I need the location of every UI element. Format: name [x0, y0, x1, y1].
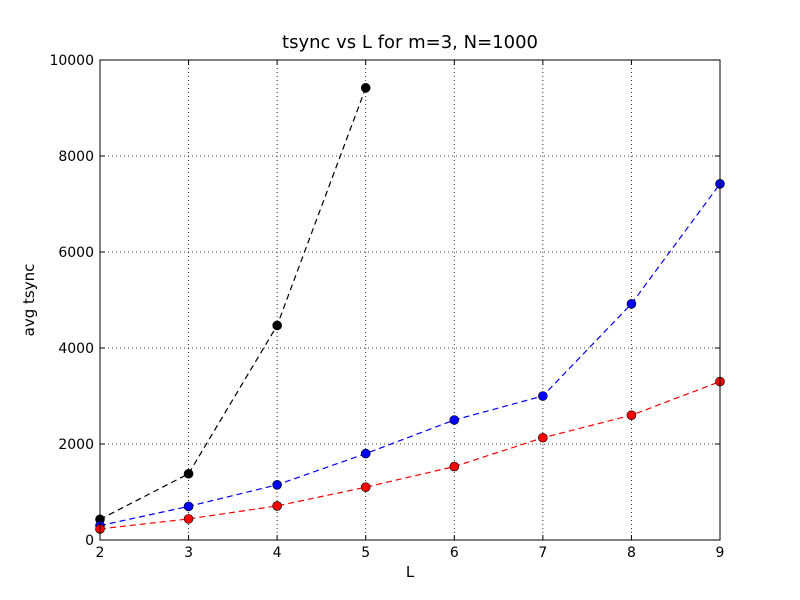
- y-tick-label: 2000: [58, 437, 94, 453]
- data-point: [360, 482, 371, 493]
- x-tick-label: 3: [184, 545, 193, 561]
- data-point: [360, 448, 371, 459]
- series-layer: [95, 83, 725, 534]
- x-tick-label: 7: [538, 545, 547, 561]
- data-point: [183, 501, 194, 512]
- x-tick-label: 8: [627, 545, 636, 561]
- x-tick-label: 4: [273, 545, 282, 561]
- data-point: [626, 410, 637, 421]
- y-tick-label: 8000: [58, 149, 94, 165]
- y-tick-label: 10000: [49, 53, 94, 69]
- chart-title: tsync vs L for m=3, N=1000: [282, 32, 538, 53]
- x-axis-label: L: [406, 563, 415, 581]
- data-point: [538, 391, 548, 401]
- data-point: [626, 299, 637, 309]
- data-point: [449, 461, 460, 472]
- y-tick-label: 6000: [58, 245, 94, 261]
- data-point: [183, 468, 194, 479]
- x-tick-label: 2: [96, 545, 105, 561]
- series-1: [95, 83, 371, 525]
- data-point: [538, 432, 548, 443]
- x-tick-label: 6: [450, 545, 459, 561]
- x-tick-label: 5: [361, 545, 370, 561]
- plot-frame: [99, 59, 721, 541]
- data-point: [183, 514, 194, 524]
- y-tick-label: 4000: [58, 341, 94, 357]
- x-tick-label: 9: [716, 545, 725, 561]
- data-point: [272, 320, 282, 331]
- series-line: [99, 87, 367, 520]
- axis-ticks: 2 3 4 5 6 7 8 9 0 2000 4000 6000 8000 10000: [49, 53, 724, 561]
- y-tick-label: 0: [85, 533, 94, 549]
- data-point: [272, 479, 282, 490]
- y-axis-label: avg tsync: [20, 264, 38, 337]
- data-point: [360, 83, 371, 93]
- grid: [99, 59, 721, 541]
- data-point: [272, 501, 282, 511]
- series-3: [95, 376, 725, 534]
- series-line: [99, 183, 721, 527]
- data-point: [449, 415, 460, 425]
- series-line: [99, 381, 721, 530]
